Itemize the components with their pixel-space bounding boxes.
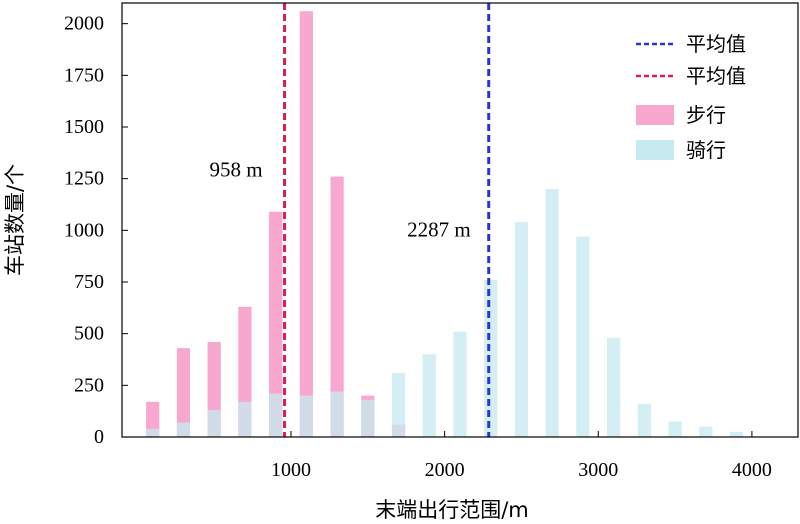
- bike-bar: [607, 337, 621, 437]
- y-tick-label: 1000: [64, 219, 104, 241]
- bike-bar: [330, 391, 344, 437]
- x-axis-ticks: 1000 2000 3000 4000: [271, 431, 772, 481]
- bike-bar: [576, 236, 590, 437]
- legend: 平均值 平均值 步行 骑行: [636, 32, 746, 162]
- walk-bar: [269, 211, 283, 437]
- bike-bar: [269, 393, 283, 437]
- legend-bike-swatch: [636, 140, 674, 160]
- x-tick-label: 4000: [732, 459, 772, 481]
- y-tick-label: 2000: [64, 13, 104, 35]
- bike-bar: [545, 189, 559, 437]
- bike-bar: [729, 431, 744, 437]
- y-axis-title: 车站数量/个: [3, 164, 27, 276]
- legend-walk-swatch: [636, 105, 674, 125]
- walk-bar: [299, 11, 313, 438]
- bike-bar: [238, 401, 252, 437]
- legend-bike-label: 骑行: [686, 138, 726, 162]
- walk-bar: [146, 401, 160, 437]
- bike-bar: [176, 422, 191, 437]
- x-tick-label: 3000: [578, 459, 618, 481]
- bike-bar: [207, 410, 221, 437]
- bike-bar: [361, 399, 375, 437]
- bike-bar: [668, 421, 682, 437]
- y-tick-label: 1500: [64, 116, 104, 138]
- legend-bike-mean-label: 平均值: [686, 32, 746, 56]
- legend-walk-label: 步行: [686, 103, 726, 127]
- bike-bar: [514, 222, 529, 437]
- bike-bar: [146, 428, 160, 437]
- y-tick-label: 500: [74, 323, 104, 345]
- legend-walk-mean-label: 平均值: [686, 64, 746, 88]
- mean-lines: [283, 3, 491, 437]
- walk-bar: [176, 348, 191, 437]
- y-axis-ticks: 0 250 500 750 1000 1250 1500 1750 2000: [64, 13, 128, 448]
- y-tick-label: 1750: [64, 64, 104, 86]
- y-tick-label: 1250: [64, 168, 104, 190]
- bike-bar: [699, 426, 713, 437]
- bike-bar: [484, 279, 498, 437]
- walk-mean-annotation: 958 m: [209, 158, 262, 182]
- bike-bars: [146, 189, 744, 437]
- bike-bar: [391, 372, 406, 437]
- mean-annotations: 2287 m 958 m: [209, 158, 470, 242]
- x-tick-label: 1000: [271, 459, 311, 481]
- x-tick-label: 2000: [425, 459, 465, 481]
- bike-bar: [422, 354, 436, 437]
- y-tick-label: 750: [74, 271, 104, 293]
- x-axis-title: 末端出行范围/m: [375, 498, 529, 522]
- bike-bar: [453, 331, 467, 437]
- walk-bar: [330, 176, 344, 437]
- y-tick-label: 250: [74, 374, 104, 396]
- bike-bar: [299, 395, 313, 437]
- bike-bar: [637, 403, 651, 437]
- y-tick-label: 0: [94, 426, 104, 448]
- walk-bars: [146, 11, 406, 438]
- plot-frame: [121, 2, 799, 438]
- bike-mean-annotation: 2287 m: [407, 218, 471, 242]
